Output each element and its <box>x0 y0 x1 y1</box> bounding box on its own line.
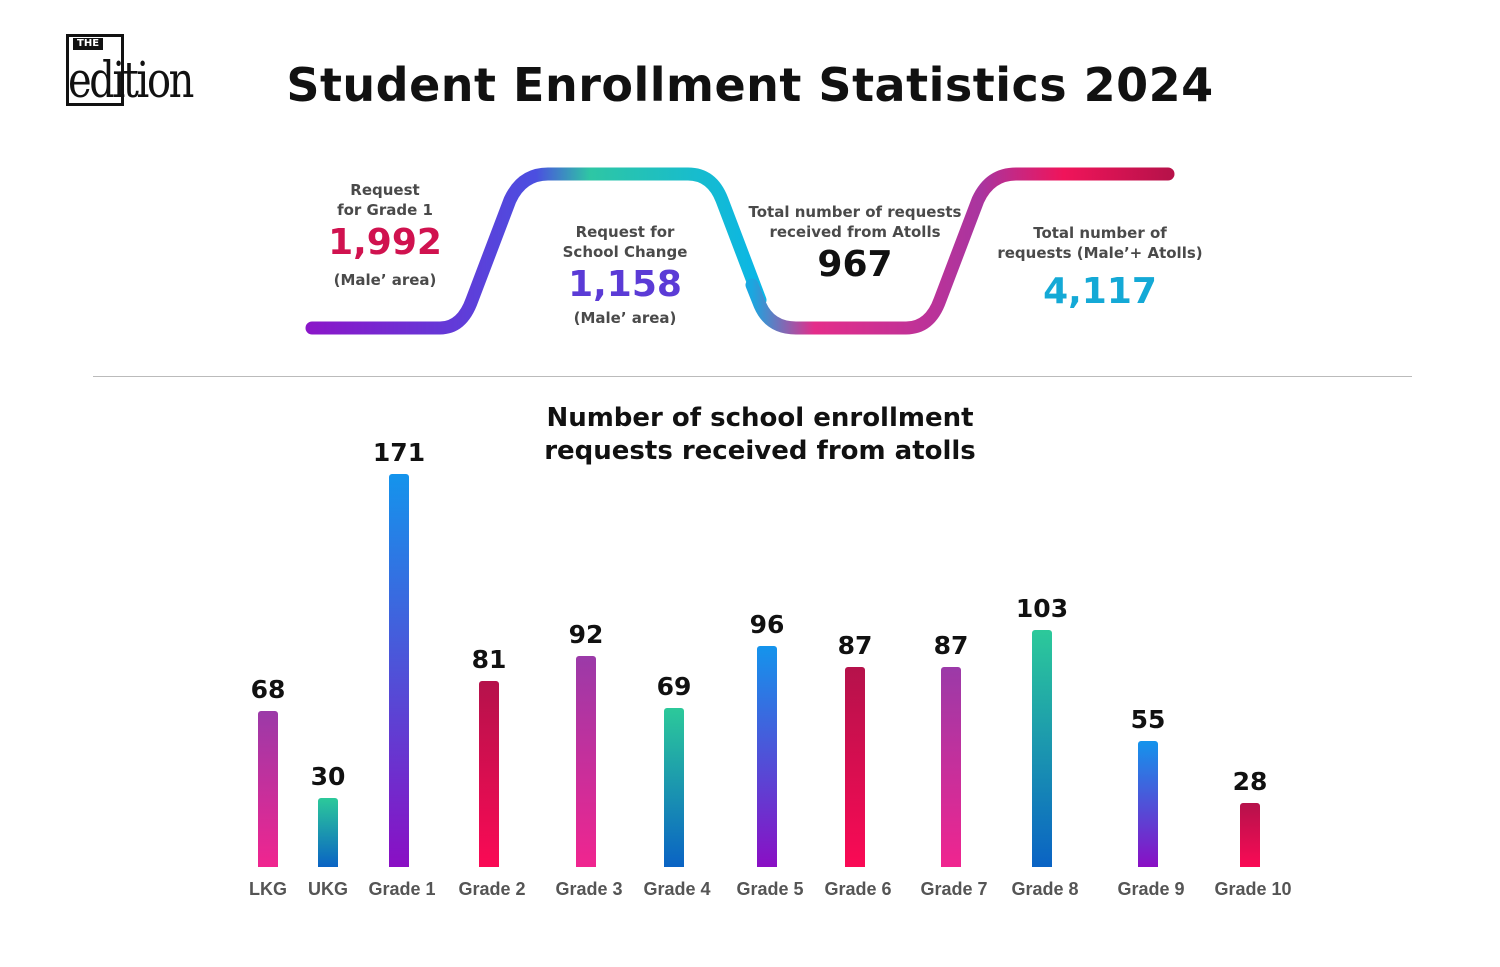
stat-label: for Grade 1 <box>337 201 433 219</box>
value-label: 28 <box>1232 766 1268 796</box>
category-label: Grade 8 <box>1011 879 1079 899</box>
category-label: Grade 5 <box>736 879 804 899</box>
stat-total: Total number of requests (Male’+ Atolls)… <box>990 223 1210 315</box>
stat-value: 1,158 <box>568 264 682 305</box>
category-label: Grade 3 <box>555 879 623 899</box>
bar-grade-6 <box>845 667 865 867</box>
value-label: 87 <box>933 631 969 661</box>
category-label: Grade 7 <box>920 879 988 899</box>
value-label: 69 <box>656 672 692 702</box>
stat-label: School Change <box>562 243 688 261</box>
value-label: 103 <box>1015 594 1069 624</box>
logo-the: THE <box>73 38 104 50</box>
edition-logo: THE edition <box>66 34 216 110</box>
category-label: Grade 2 <box>458 879 526 899</box>
stat-sub: (Male’ area) <box>333 271 437 289</box>
flow-ribbon <box>305 167 1175 335</box>
stat-sub: (Male’ area) <box>573 309 677 327</box>
stat-label: Request <box>350 181 420 199</box>
stat-label: Total number of <box>1033 224 1167 242</box>
stat-label: requests (Male’+ Atolls) <box>997 244 1203 262</box>
page-title: Student Enrollment Statistics 2024 <box>286 58 1214 112</box>
chart-title: Number of school enrollment requests rec… <box>0 402 1500 468</box>
bar-grade-5 <box>757 646 777 867</box>
value-label: 96 <box>749 610 785 640</box>
stat-atolls: Total number of requests received from A… <box>740 202 970 288</box>
value-label: 92 <box>568 619 604 649</box>
logo-frame <box>66 34 124 106</box>
value-label: 30 <box>310 762 346 792</box>
stat-value: 1,992 <box>328 222 442 263</box>
stat-value: 967 <box>817 244 893 285</box>
value-label: 55 <box>1130 704 1166 734</box>
category-label: Grade 4 <box>643 879 711 899</box>
chart-title-line: requests received from atolls <box>544 436 976 466</box>
value-label: 171 <box>372 438 426 467</box>
bar-grade-4 <box>664 708 684 867</box>
bar-grade-8 <box>1032 630 1052 867</box>
category-label: Grade 6 <box>824 879 892 899</box>
category-label: Grade 1 <box>368 879 436 899</box>
bar-grade-2 <box>479 680 499 867</box>
value-label: 87 <box>837 631 873 661</box>
stat-school-change: Request for School Change 1,158 (Male’ a… <box>525 222 725 328</box>
bar-grade-9 <box>1138 740 1158 867</box>
category-label: UKG <box>308 879 348 899</box>
stat-grade1: Request for Grade 1 1,992 (Male’ area) <box>300 180 470 290</box>
stat-label: Total number of requests <box>748 203 962 221</box>
bar-grade-10 <box>1240 802 1260 867</box>
bar-grade-1 <box>389 474 409 867</box>
logo-word: edition <box>68 51 194 109</box>
stat-label: received from Atolls <box>769 223 941 241</box>
bar-grade-7 <box>941 667 961 867</box>
bar-grade-3 <box>576 655 596 867</box>
stat-value: 4,117 <box>1043 271 1157 312</box>
category-label: Grade 10 <box>1214 879 1292 899</box>
bar-ukg <box>318 798 338 867</box>
value-label: 81 <box>471 644 507 674</box>
stat-label: Request for <box>575 223 675 241</box>
divider <box>93 376 1412 377</box>
category-label: LKG <box>249 879 287 899</box>
category-label: Grade 9 <box>1117 879 1185 899</box>
value-label: 68 <box>250 674 286 704</box>
bar-lkg <box>258 710 278 867</box>
chart-title-line: Number of school enrollment <box>546 403 974 433</box>
